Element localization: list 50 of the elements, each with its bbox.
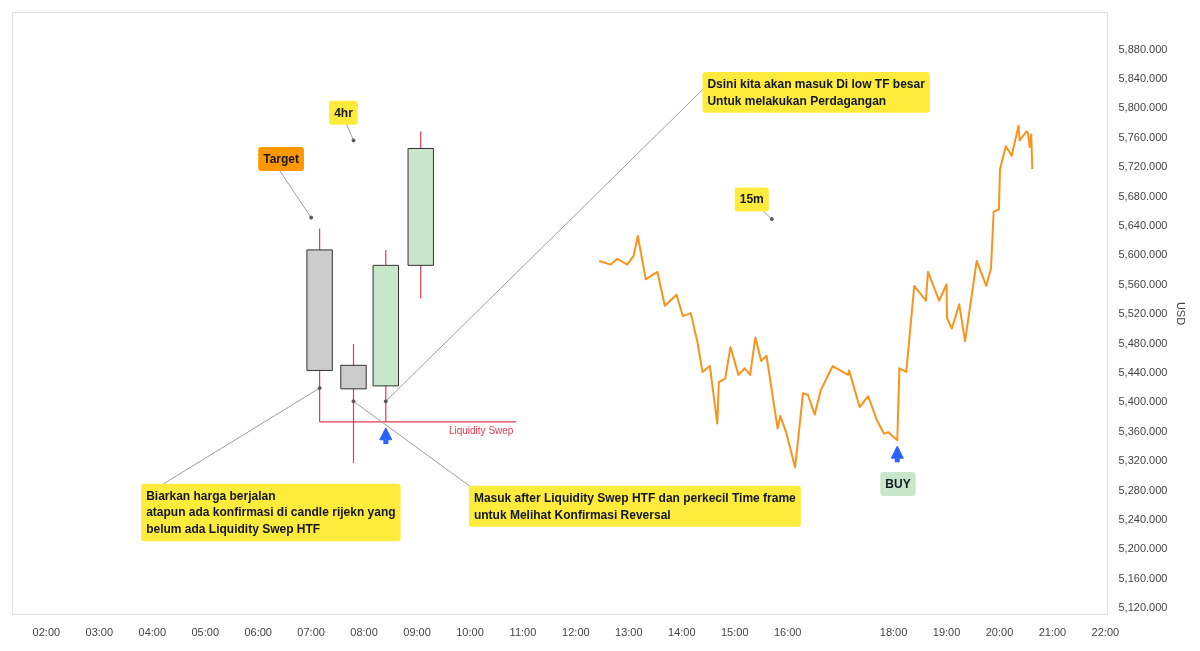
y-tick-label: 5,600.000 [1118,248,1168,261]
y-tick-label: 5,360.000 [1118,424,1168,437]
x-tick-label: 03:00 [85,625,114,638]
annotation: BUY [885,476,911,491]
y-tick-label: 5,640.000 [1118,218,1168,231]
x-tick-label: 08:00 [350,625,378,638]
y-tick-label: 5,680.000 [1118,189,1168,202]
x-tick-label: 02:00 [32,625,61,638]
x-tick-label: 20:00 [985,625,1014,638]
x-tick-label: 18:00 [879,625,908,638]
annotation: Dsini kita akan masuk Di low TF besar Untuk melakukan Perdagangan [707,77,926,108]
ref-line-label: Liquidity Swep [448,424,514,436]
annotation: 15m [739,192,764,207]
x-tick-label: 21:00 [1038,625,1067,638]
y-axis-title: USD [1175,301,1188,326]
x-tick-label: 15:00 [720,625,749,638]
y-tick-label: 5,800.000 [1118,101,1168,114]
annotation: Biarkan harga berjalan atapun ada konfirmasi di candle rijekn yang belum ada Liquidity Swep HTF [146,488,396,537]
x-tick-label: 09:00 [403,625,431,638]
y-tick-label: 5,560.000 [1118,277,1168,290]
x-tick-label: 04:00 [138,625,167,638]
y-tick-label: 5,320.000 [1118,454,1168,467]
x-tick-label: 16:00 [773,625,802,638]
y-tick-label: 5,760.000 [1118,130,1168,143]
annotation: Target [263,152,299,167]
y-tick-label: 5,720.000 [1118,160,1168,173]
x-tick-label: 11:00 [509,625,537,638]
x-tick-label: 07:00 [297,625,325,638]
y-tick-label: 5,240.000 [1118,512,1168,525]
y-tick-label: 5,520.000 [1118,307,1168,320]
x-tick-label: 10:00 [456,625,484,638]
x-tick-label: 22:00 [1091,625,1120,638]
x-tick-label: 12:00 [562,625,590,638]
y-tick-label: 5,480.000 [1118,336,1168,349]
y-tick-label: 5,880.000 [1118,42,1168,55]
x-tick-label: 05:00 [191,625,219,638]
y-tick-label: 5,120.000 [1118,601,1168,614]
y-tick-label: 5,200.000 [1118,542,1168,555]
x-tick-label: 19:00 [932,625,961,638]
annotation: Masuk after Liquidity Swep HTF dan perkecil Time frame untuk Melihat Konfirmasi Reversal [473,490,797,522]
x-tick-label: 13:00 [615,625,643,638]
y-tick-label: 5,440.000 [1118,365,1168,378]
x-tick-label: 06:00 [244,625,272,638]
x-tick-label: 14:00 [668,625,696,638]
y-tick-label: 5,840.000 [1118,71,1168,84]
y-tick-label: 5,160.000 [1118,571,1168,584]
y-tick-label: 5,400.000 [1118,395,1168,408]
annotation: 4hr [334,105,354,120]
line-series [598,124,1034,469]
y-tick-label: 5,280.000 [1118,483,1168,496]
